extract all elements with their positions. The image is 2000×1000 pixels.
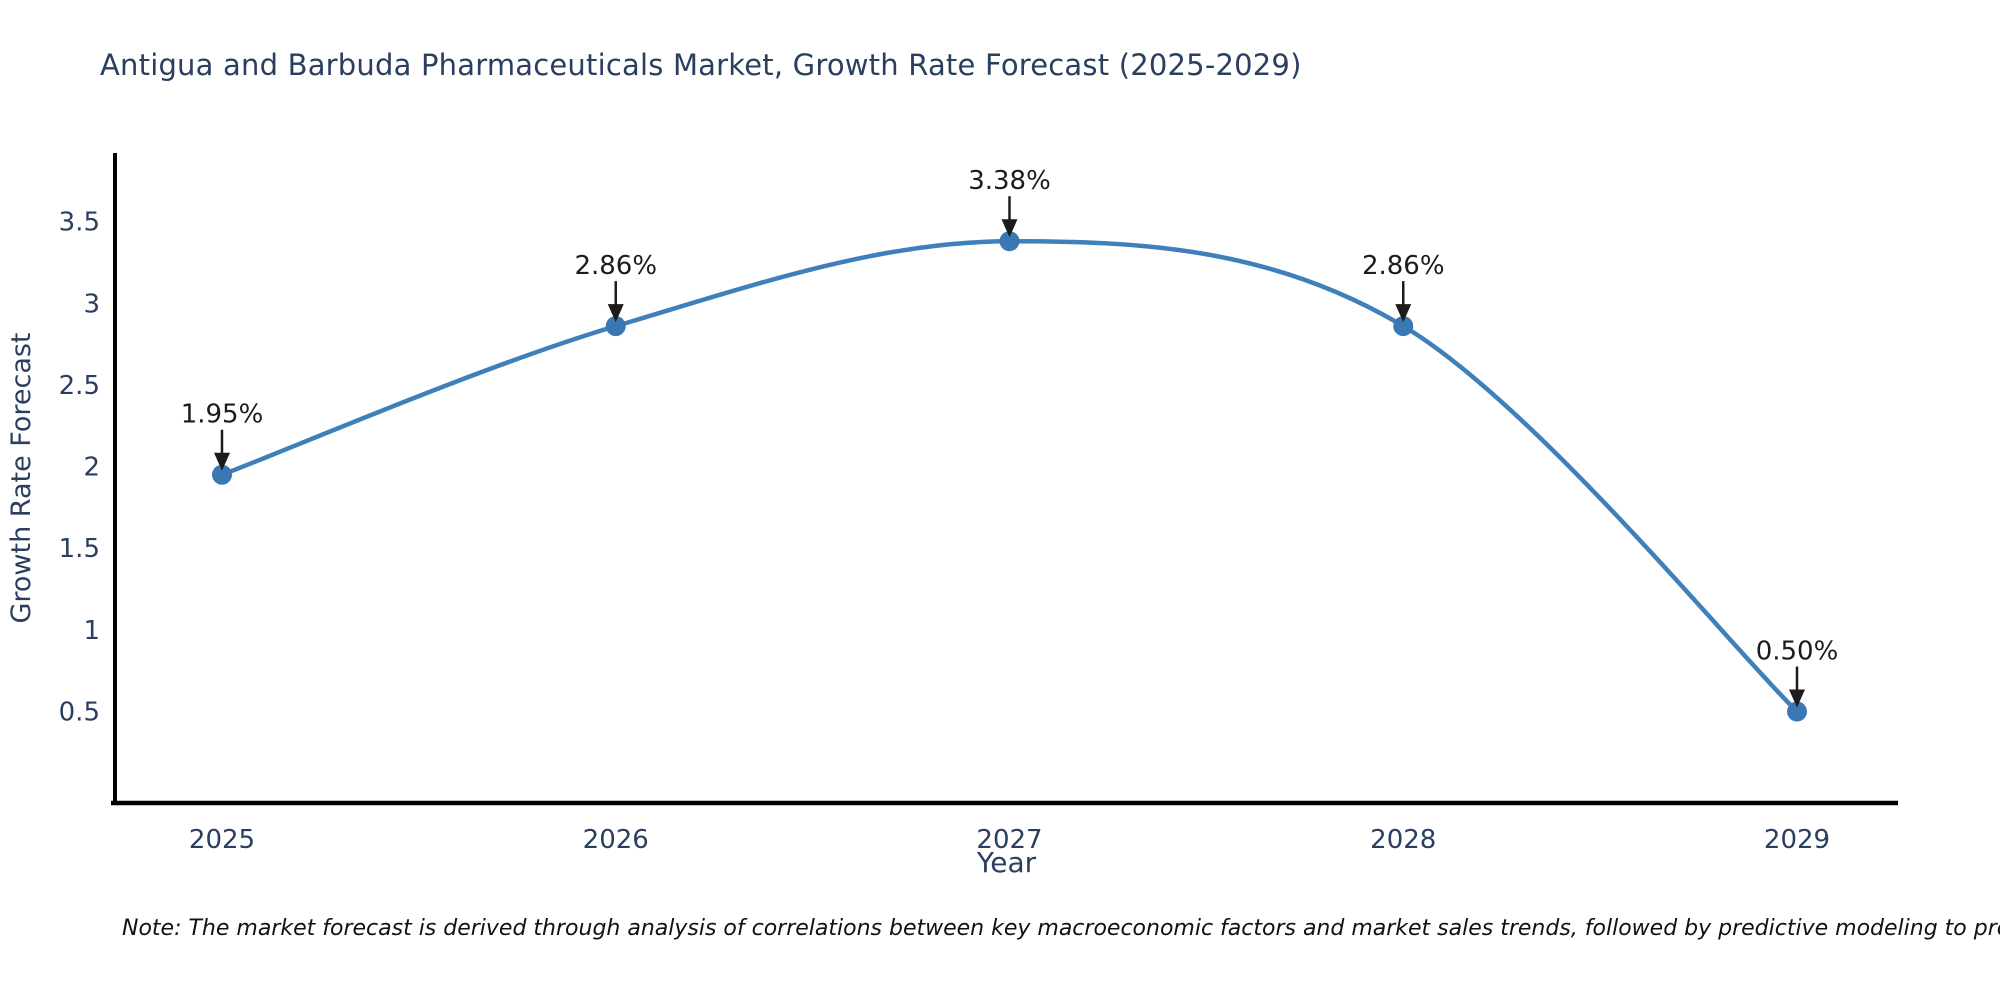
annotation-label: 0.50% <box>1756 637 1839 667</box>
x-axis-title: Year <box>976 846 1037 879</box>
chart-title: Antigua and Barbuda Pharmaceuticals Mark… <box>100 48 1302 82</box>
annotation-arrowhead-icon <box>1789 689 1805 708</box>
y-tick-label: 2 <box>83 453 100 483</box>
annotation-label: 2.86% <box>574 251 657 281</box>
x-tick-label: 2027 <box>976 825 1042 855</box>
y-tick-label: 1.5 <box>59 534 100 564</box>
annotation-label: 3.38% <box>968 166 1051 196</box>
data-point-marker[interactable] <box>999 231 1020 252</box>
annotation-arrowhead-icon <box>607 304 624 323</box>
annotation-arrowhead-icon <box>1001 219 1018 238</box>
annotation-label: 1.95% <box>181 400 264 430</box>
y-tick-label: 0.5 <box>59 698 100 728</box>
chart-footnote: Note: The market forecast is derived thr… <box>122 916 2000 941</box>
x-tick-label: 2029 <box>1764 825 1830 855</box>
data-point-marker[interactable] <box>1393 316 1414 337</box>
data-point-marker[interactable] <box>1787 701 1807 722</box>
x-tick-label: 2025 <box>189 825 255 855</box>
data-point-marker[interactable] <box>605 316 626 337</box>
trend-line <box>219 238 1800 714</box>
y-axis-title: Growth Rate Forecast <box>6 332 37 623</box>
annotation-label: 2.86% <box>1362 251 1445 281</box>
y-tick-label: 2.5 <box>59 371 100 401</box>
y-tick-label: 3 <box>83 289 100 319</box>
annotation-arrowhead-icon <box>214 452 230 471</box>
y-tick-label: 1 <box>83 616 100 646</box>
y-tick-label: 3.5 <box>59 208 100 238</box>
annotation-arrowhead-icon <box>1395 304 1412 323</box>
data-point-marker[interactable] <box>212 464 232 485</box>
x-tick-label: 2026 <box>583 825 649 855</box>
x-tick-label: 2028 <box>1370 825 1436 855</box>
